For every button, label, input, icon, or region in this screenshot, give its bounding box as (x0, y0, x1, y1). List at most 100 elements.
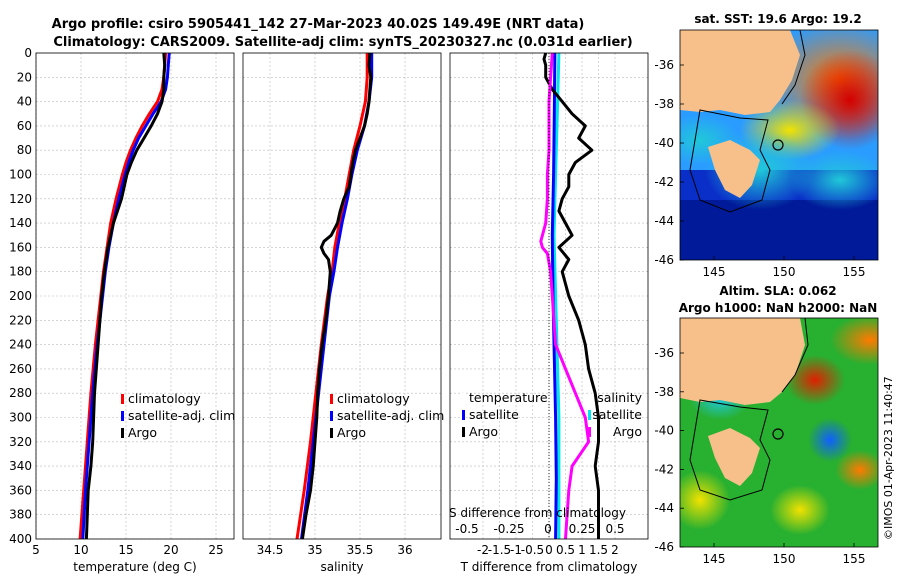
legend-swatch (330, 394, 333, 404)
legend-label: Argo (128, 425, 157, 440)
y-tick-label: 180 (9, 265, 32, 279)
sla-map-title-1: Altim. SLA: 0.062 (719, 284, 836, 298)
legend-label: satellite-adj. clim (337, 408, 444, 423)
sst-map-title: sat. SST: 19.6 Argo: 19.2 (694, 12, 861, 26)
series-line-argo (300, 52, 373, 540)
sla-map-title-2: Argo h1000: NaN h2000: NaN (679, 301, 878, 315)
legend-label: satellite (469, 407, 519, 422)
series-line-climatology (78, 52, 168, 540)
sst-map: sat. SST: 19.6 Argo: 19.2 -36 -38 -40 -42 -4… (654, 12, 879, 279)
x-tick-label: 36 (397, 543, 412, 557)
y-tick-label: 320 (9, 435, 32, 449)
legend-swatch (588, 410, 591, 420)
map-y-tick-label: -40 (654, 136, 674, 150)
sst-argo-marker (772, 139, 784, 151)
series-line-s-argo (539, 52, 591, 540)
plot-frame (449, 52, 649, 540)
legend-label: Argo (469, 424, 498, 439)
map-y-tick-label: -46 (654, 540, 674, 554)
legend-label: climatology (128, 391, 201, 406)
y-tick-label: 160 (9, 240, 32, 254)
legend-swatch (121, 428, 124, 438)
legend-label: climatology (337, 391, 410, 406)
x-tick-label: 20 (163, 543, 178, 557)
x-axis-label: T difference from climatology (460, 560, 638, 574)
map-x-tick-label: 155 (843, 265, 866, 279)
series-line-argo (84, 52, 167, 540)
legend-swatch (588, 427, 591, 437)
y-tick-label: 100 (9, 168, 32, 182)
map-y-tick-label: -36 (654, 346, 674, 360)
map-y-tick-label: -36 (654, 58, 674, 72)
salinity-panel: 34.5 35 35.5 36 salinity climatology satellite… (242, 52, 444, 574)
series-line-t-argo (542, 52, 600, 539)
y-tick-label: 340 (9, 459, 32, 473)
map-x-tick-label: 155 (843, 552, 866, 566)
y-tick-label: 60 (17, 119, 32, 133)
difference-panel: -2-1.5-1-0.5 0 0.5 1 1.5 2T difference from c… (449, 52, 649, 574)
temperature-panel: 0 20 40 60 80 100 120 140 160 180 200 220 240 260 280 3… (9, 46, 235, 574)
x-tick-label: 35.5 (347, 543, 374, 557)
legend-label: salinity (597, 390, 642, 405)
legend-swatch (330, 428, 333, 438)
y-tick-label: 120 (9, 192, 32, 206)
x-tick-label: 5 (32, 543, 40, 557)
secondary-axis-label: S difference from climatology (449, 506, 626, 520)
y-tick-label: 20 (17, 70, 32, 84)
x-axis-label: temperature (deg C) (73, 560, 196, 574)
y-tick-label: 300 (9, 411, 32, 425)
legend-swatch (330, 411, 333, 421)
x-tick-label: 34.5 (257, 543, 284, 557)
y-tick-label: 80 (17, 143, 32, 157)
sst-map-frame (679, 29, 879, 261)
legend-swatch (462, 410, 465, 420)
legend-label: temperature (469, 390, 548, 405)
map-y-tick-label: -42 (654, 175, 674, 189)
legend-swatch (121, 411, 124, 421)
legend-swatch (462, 427, 465, 437)
secondary-tick-label: 0.25 (569, 522, 596, 536)
y-tick-label: 240 (9, 338, 32, 352)
series-line-climatology (295, 53, 369, 540)
legend-swatch (121, 394, 124, 404)
secondary-tick-label: -0.5 (455, 522, 478, 536)
y-tick-label: 40 (17, 95, 32, 109)
legend-label: Argo (337, 425, 366, 440)
y-tick-label: 0 (24, 46, 32, 60)
y-tick-label: 380 (9, 508, 32, 522)
legend-swatch (588, 393, 591, 403)
map-y-tick-label: -40 (654, 424, 674, 438)
map-x-tick-label: 150 (773, 552, 796, 566)
sla-argo-marker (772, 428, 784, 440)
y-tick-label: 140 (9, 216, 32, 230)
secondary-tick-label: 0.5 (605, 522, 624, 536)
legend-swatch (462, 393, 465, 403)
title-line-1: Argo profile: csiro 5905441_142 27-Mar-2… (52, 17, 585, 32)
legend-label: Argo (613, 424, 642, 439)
title-line-2: Climatology: CARS2009. Satellite-adj cli… (53, 35, 632, 50)
x-tick-label: 2 (611, 543, 619, 557)
x-tick-label: 1.5 (589, 543, 608, 557)
x-tick-label: -0.5 (521, 543, 544, 557)
legend-label: satellite-adj. clim (128, 408, 235, 423)
y-tick-label: 260 (9, 362, 32, 376)
y-tick-label: 280 (9, 386, 32, 400)
x-tick-label: 15 (118, 543, 133, 557)
series-line-t-satellite (552, 52, 561, 539)
x-tick-label: 25 (208, 543, 223, 557)
imos-credit: ©IMOS 01-Apr-2023 11:40:47 (882, 376, 895, 540)
plot-frame (242, 52, 442, 540)
y-tick-label: 360 (9, 483, 32, 497)
x-tick-label: 10 (73, 543, 88, 557)
map-y-tick-label: -46 (654, 253, 674, 267)
map-x-tick-label: 150 (773, 265, 796, 279)
map-x-tick-label: 145 (703, 265, 726, 279)
sla-map-frame (679, 317, 879, 548)
x-tick-label: -2 (477, 543, 489, 557)
map-y-tick-label: -44 (654, 214, 674, 228)
secondary-tick-label: 0 (544, 522, 552, 536)
x-tick-label: 1 (578, 543, 586, 557)
x-tick-label: 0.5 (556, 543, 575, 557)
x-tick-label: -1 (510, 543, 522, 557)
